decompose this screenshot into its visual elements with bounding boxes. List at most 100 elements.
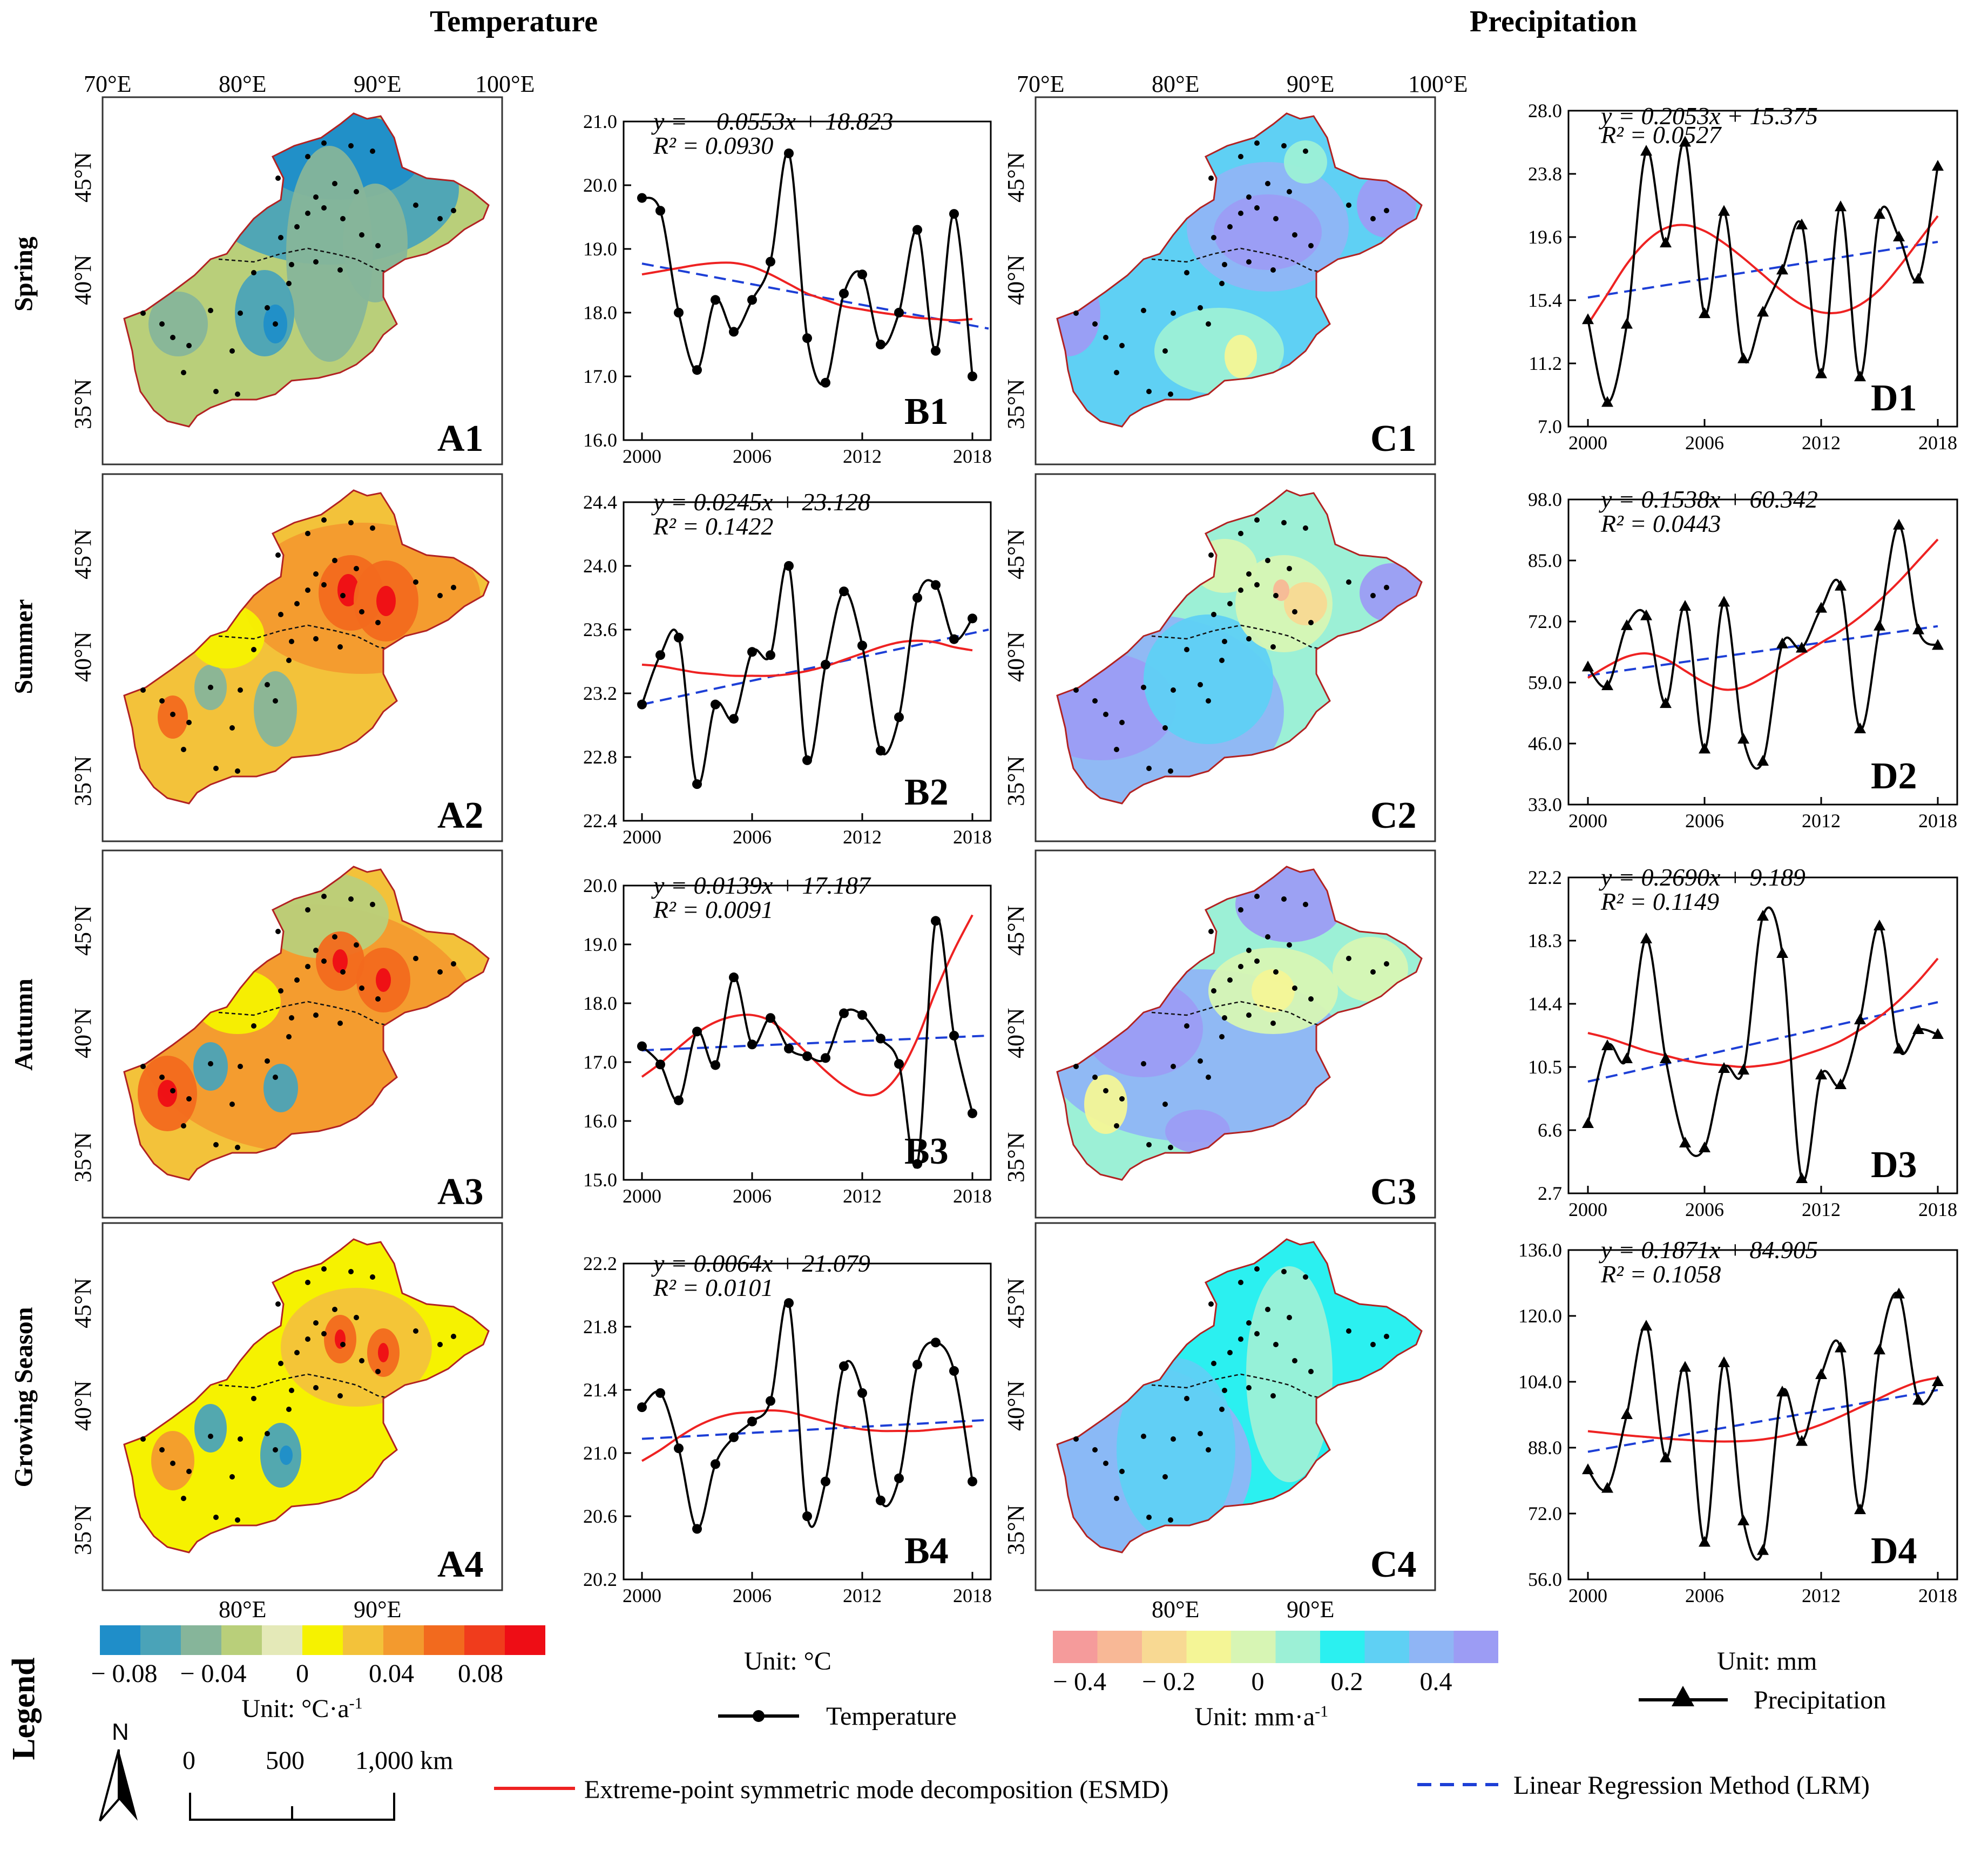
y-tick-label: 20.2 (583, 1569, 617, 1590)
data-point-2016 (931, 916, 941, 926)
data-point-2006 (747, 295, 757, 305)
precipitation-color-scale: − 0.4 − 0.2 0 0.2 0.4 Unit: mm·a-1 (1053, 1631, 1498, 1731)
chart-frame (623, 1262, 992, 1580)
chart-D1: 7.0 11.2 15.4 19.6 23.8 28.0 2000 2006 2012 2018 y… (1528, 100, 1958, 454)
scale-swatch (1453, 1631, 1498, 1663)
panel-label-A2: A2 (437, 795, 484, 836)
data-point-2015 (912, 225, 922, 235)
lat-label-35°N: 35°N (70, 1132, 96, 1183)
data-point-2013 (876, 1495, 885, 1505)
x-tick-label: 2018 (953, 826, 992, 848)
lat-label-40°N: 40°N (1003, 1381, 1029, 1431)
data-point-2006 (1699, 1536, 1710, 1547)
lon-top-label: 90°E (354, 71, 401, 97)
panel-label-D3: D3 (1871, 1144, 1917, 1186)
scale-unit: Unit: °C·a-1 (242, 1694, 363, 1724)
scale-swatch (1320, 1631, 1365, 1663)
data-point-2010 (821, 1053, 830, 1063)
lat-label-40°N: 40°N (70, 1008, 96, 1058)
lat-label-45°N: 45°N (70, 1278, 96, 1328)
data-point-2004 (711, 1459, 720, 1469)
panel-label-B2: B2 (904, 772, 949, 813)
x-tick-label: 2006 (733, 826, 772, 848)
y-tick-label: 18.3 (1528, 930, 1562, 951)
y-tick-label: 120.0 (1518, 1305, 1562, 1327)
data-point-2000 (1582, 1117, 1594, 1128)
y-tick-label: 16.0 (583, 1110, 617, 1132)
data-point-2018 (1932, 639, 1944, 650)
data-series-line (641, 1299, 973, 1530)
data-point-2007 (766, 1396, 775, 1406)
data-point-2004 (711, 699, 720, 710)
x-tick-label: 2018 (953, 1585, 992, 1606)
scale-swatch (302, 1625, 343, 1655)
y-tick-label: 15.4 (1528, 289, 1562, 311)
lat-label-40°N: 40°N (1003, 255, 1029, 305)
y-tick-label: 104.0 (1518, 1371, 1562, 1393)
data-point-2014 (1854, 1503, 1866, 1515)
data-point-2018 (968, 372, 977, 381)
data-point-2004 (1660, 1451, 1672, 1463)
data-point-2001 (655, 1388, 665, 1398)
regression-equation: y = 0.2053x + 15.375 (1599, 102, 1818, 130)
data-point-2001 (1601, 1482, 1613, 1493)
data-point-2015 (1874, 920, 1885, 930)
y-tick-label: 59.0 (1528, 672, 1562, 693)
x-tick-label: 2000 (623, 1585, 661, 1606)
lon-bottom-label: 90°E (1287, 1596, 1334, 1623)
data-point-2017 (1912, 1394, 1924, 1405)
lat-label-45°N: 45°N (70, 152, 96, 202)
data-point-2009 (802, 755, 812, 765)
esmd-curve (1587, 957, 1939, 1069)
y-tick-label: 17.0 (583, 1051, 617, 1073)
data-point-2007 (766, 256, 775, 267)
data-point-2014 (894, 712, 904, 722)
data-point-2012 (1815, 367, 1827, 379)
scale-swatch (1097, 1631, 1142, 1663)
panel-label-C3: C3 (1370, 1171, 1417, 1213)
y-tick-label: 24.0 (583, 555, 617, 577)
y-tick-label: 88.0 (1528, 1437, 1562, 1458)
data-point-2015 (912, 1360, 922, 1370)
esmd-curve (641, 639, 973, 677)
data-point-2008 (784, 1298, 794, 1308)
data-point-2018 (1932, 160, 1944, 171)
lon-top-label: 90°E (1287, 71, 1334, 97)
x-tick-label: 2006 (733, 1585, 772, 1606)
data-point-2008 (784, 1043, 794, 1053)
data-point-2017 (1912, 1023, 1924, 1034)
lon-bottom-label: 80°E (1152, 1596, 1199, 1623)
data-point-2006 (1699, 742, 1710, 754)
chart-frame (623, 501, 992, 822)
lat-label-40°N: 40°N (70, 632, 96, 682)
data-point-2011 (839, 1008, 849, 1018)
scale-swatch (181, 1625, 221, 1655)
y-tick-label: 20.6 (583, 1505, 617, 1527)
scale-label: 0.08 (458, 1659, 503, 1688)
y-tick-label: 56.0 (1528, 1569, 1562, 1590)
data-point-2017 (949, 1030, 959, 1041)
data-point-2007 (1718, 205, 1730, 216)
scale-label: − 0.08 (91, 1659, 157, 1688)
panel-label-D1: D1 (1871, 377, 1917, 419)
temperature-map-2: A2 45°N 40°N 35°N (70, 473, 503, 842)
panel-label-C2: C2 (1370, 795, 1417, 836)
lat-label-40°N: 40°N (70, 255, 96, 305)
y-tick-label: 23.8 (1528, 163, 1562, 185)
x-tick-label: 2012 (843, 445, 882, 467)
data-point-2014 (894, 1473, 904, 1483)
esmd-curve (1587, 538, 1939, 691)
lat-label-35°N: 35°N (70, 379, 96, 429)
data-point-2011 (839, 288, 849, 299)
data-point-2002 (674, 1443, 684, 1454)
r-squared: R² = 0.1149 (1600, 888, 1719, 915)
data-point-2008 (1737, 733, 1749, 744)
regression-equation: y = − 0.0553x + 18.823 (651, 107, 893, 135)
x-tick-label: 2018 (953, 1185, 992, 1207)
lon-top-label: 100°E (1408, 71, 1468, 97)
lon-top-label: 80°E (1152, 71, 1199, 97)
data-point-2012 (857, 269, 867, 280)
lon-bottom-label: 90°E (354, 1596, 401, 1623)
lat-label-45°N: 45°N (70, 529, 96, 579)
scale-swatch (1275, 1631, 1320, 1663)
